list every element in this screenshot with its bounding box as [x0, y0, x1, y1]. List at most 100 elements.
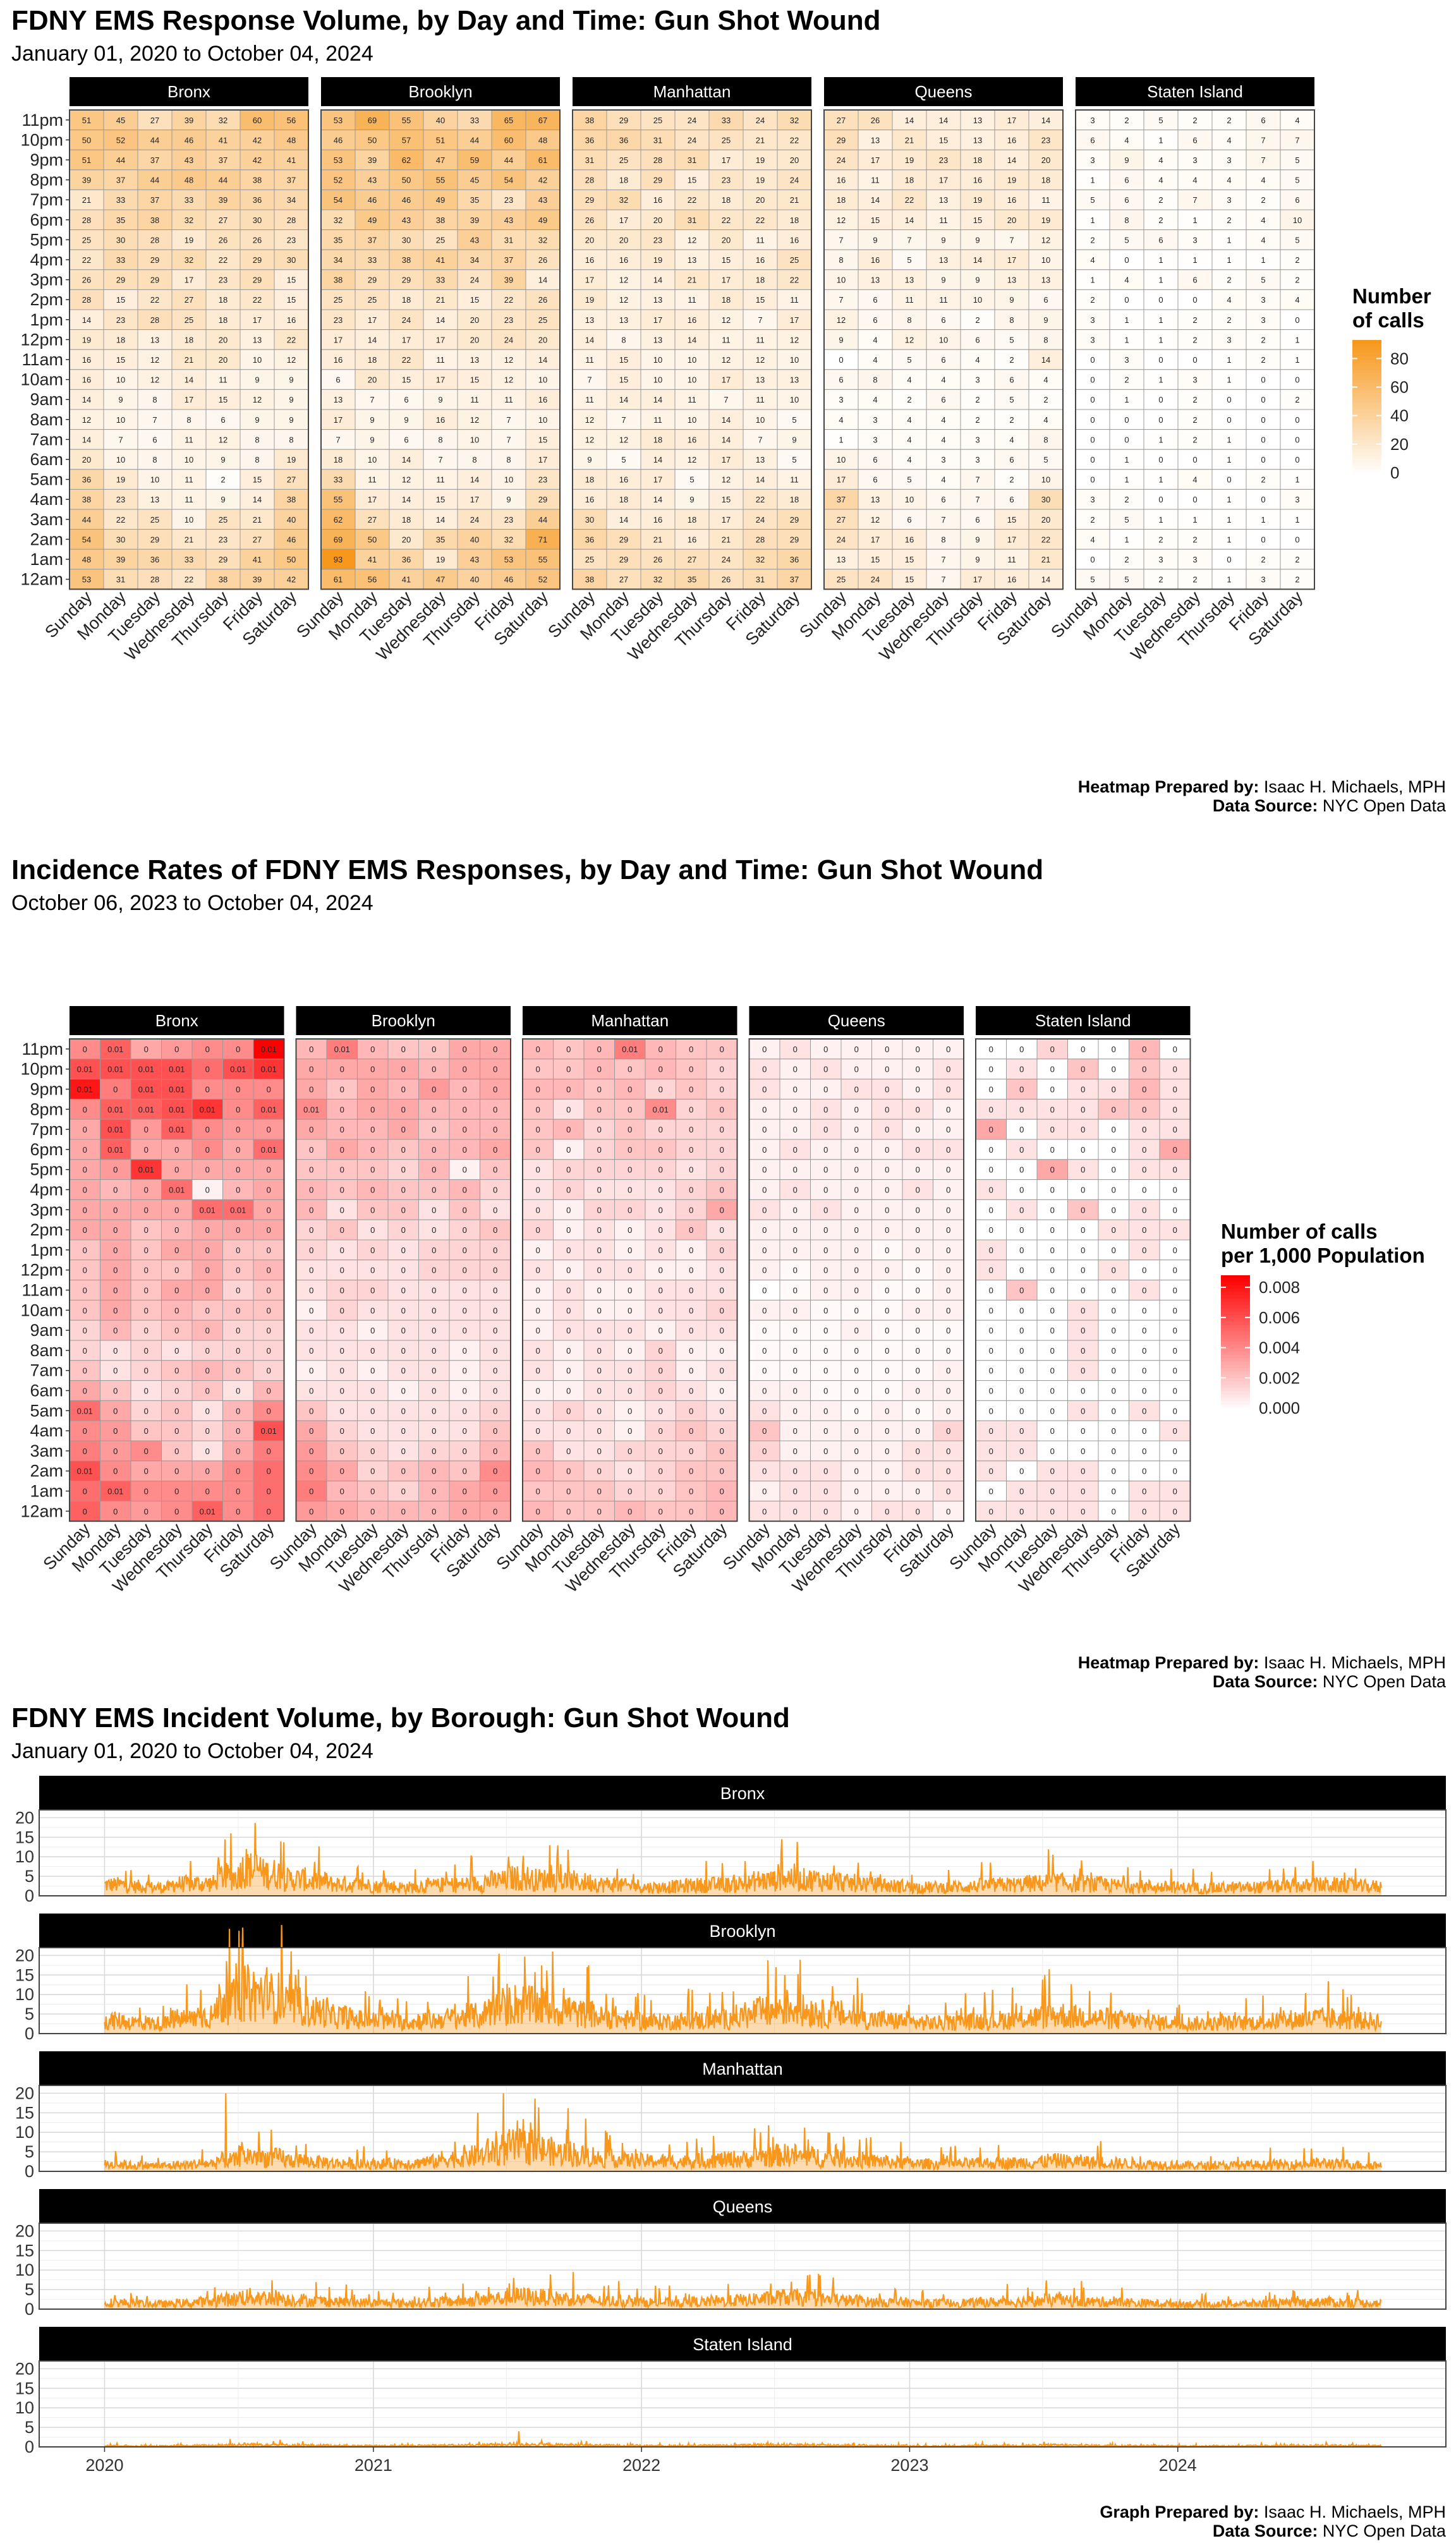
cell-label: 9: [975, 535, 980, 544]
cell-label: 0: [1295, 455, 1299, 464]
cell-label: 0: [762, 1306, 767, 1315]
cell-label: 0: [1090, 395, 1095, 404]
cell-label: 24: [837, 535, 846, 544]
heatmap-cell: [161, 1119, 193, 1140]
heatmap-cell: [926, 249, 961, 270]
heatmap-cell: [926, 269, 961, 290]
cell-label: 0: [1261, 535, 1265, 544]
cell-label: 21: [688, 276, 696, 285]
cell-label: 16: [653, 515, 662, 525]
hour-label: 12am: [20, 1502, 63, 1520]
hour-label: 10pm: [20, 1060, 63, 1079]
cell-label: 40: [436, 116, 445, 125]
heatmap-cell: [614, 1400, 646, 1421]
heatmap-cell: [858, 569, 893, 590]
cell-label: 52: [116, 135, 125, 145]
heatmap-cell: [103, 249, 138, 270]
heatmap-cell: [606, 569, 641, 590]
cell-label: 15: [116, 295, 125, 305]
cell-label: 0: [762, 1105, 767, 1114]
cell-label: 12: [504, 375, 513, 385]
cell-label: 0: [762, 1406, 767, 1416]
cell-label: 7: [370, 395, 374, 404]
heatmap-cell: [606, 409, 641, 430]
cell-label: 0: [854, 1266, 859, 1275]
hour-label: 6pm: [30, 210, 63, 229]
cell-label: 14: [402, 455, 411, 464]
cell-label: 1: [1295, 475, 1299, 485]
cell-label: 0: [597, 1447, 602, 1456]
cell-label: 0: [1158, 415, 1163, 425]
cell-label: 7: [907, 235, 911, 245]
cell-label: 0: [113, 1366, 118, 1376]
cell-label: 0: [1050, 1487, 1055, 1496]
cell-label: 0: [566, 1487, 571, 1496]
facet-strip: [1076, 77, 1314, 106]
heatmap-cell: [457, 109, 492, 131]
cell-label: 0: [432, 1045, 436, 1054]
heatmap-cell: [137, 269, 173, 290]
cell-label: 56: [368, 575, 377, 585]
cell-label: 0: [597, 1286, 602, 1295]
cell-label: 0: [597, 1165, 602, 1175]
heatmap-cell: [240, 349, 275, 370]
cell-label: 0: [1019, 1467, 1024, 1476]
cell-label: 18: [619, 176, 628, 185]
heatmap-cell: [606, 249, 641, 270]
cell-label: 13: [756, 375, 765, 385]
cell-label: 69: [368, 116, 377, 125]
cell-label: 0: [309, 1045, 313, 1054]
cell-label: 0: [536, 1326, 540, 1335]
cell-label: 10: [538, 375, 547, 385]
heatmap-cell: [130, 1259, 162, 1281]
heatmap-cell: [69, 529, 104, 550]
cell-label: 12: [287, 355, 296, 365]
heatmap-cell: [614, 1079, 646, 1100]
cell-label: 0: [793, 1487, 798, 1496]
cell-label: 27: [368, 515, 377, 525]
heatmap-cell: [743, 289, 778, 310]
heatmap-cell: [674, 569, 710, 590]
heatmap-cell: [1067, 1059, 1099, 1080]
cell-label: 0: [1158, 295, 1163, 305]
heatmap-cell: [810, 1159, 842, 1180]
heatmap-cell: [253, 1259, 284, 1281]
cell-label: 0: [536, 1125, 540, 1134]
heatmap-cell: [161, 1038, 193, 1060]
cell-label: 16: [756, 255, 765, 265]
cell-label: 6: [221, 415, 225, 425]
cell-label: 0: [536, 1145, 540, 1155]
heatmap-cell: [1036, 1219, 1068, 1241]
heatmap-cell: [274, 529, 309, 550]
cell-label: 0.01: [169, 1125, 185, 1134]
cell-label: 0: [113, 1225, 118, 1235]
cell-label: 23: [504, 315, 513, 325]
cell-label: 26: [653, 555, 662, 564]
cell-label: 0: [885, 1467, 889, 1476]
cell-label: 50: [368, 135, 377, 145]
heatmap-cell: [871, 1380, 903, 1401]
heatmap-cell: [572, 189, 607, 210]
cell-label: 7: [975, 475, 980, 485]
heatmap-cell: [871, 1500, 903, 1522]
cell-label: 4: [907, 455, 911, 464]
heatmap-cell: [253, 1340, 284, 1361]
heatmap-cell: [1028, 488, 1064, 510]
cell-label: 0: [493, 1246, 497, 1255]
cell-label: 0: [1019, 1125, 1024, 1134]
heatmap-cell: [1246, 229, 1281, 250]
cell-label: 0: [854, 1145, 859, 1155]
heatmap-cell: [606, 349, 641, 370]
heatmap-cell: [858, 389, 893, 410]
legend-gradient-step: [1352, 446, 1381, 450]
cell-label: 0: [628, 1246, 632, 1255]
heatmap-cell: [1006, 1139, 1038, 1160]
legend-gradient-step: [1352, 469, 1381, 473]
x-tick-label: 2023: [890, 2456, 928, 2475]
cell-label: 16: [790, 235, 799, 245]
cell-label: 0: [628, 1065, 632, 1074]
heatmap-cell: [1280, 469, 1315, 490]
cell-label: 55: [402, 116, 411, 125]
legend-title: per 1,000 Population: [1221, 1244, 1425, 1267]
cell-label: 5: [1124, 235, 1129, 245]
